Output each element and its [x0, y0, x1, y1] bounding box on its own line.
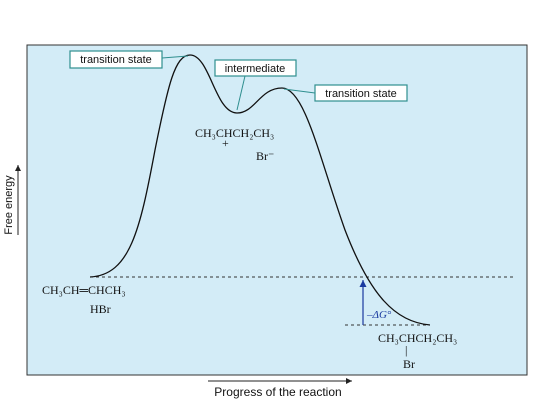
- charge: +: [222, 136, 229, 150]
- product: Br: [403, 357, 415, 371]
- leader: [283, 88, 316, 94]
- energy-curve: [89, 54, 431, 326]
- leader: [236, 75, 246, 111]
- reactant: HBr: [90, 302, 111, 316]
- leader: [161, 55, 189, 59]
- panel: [26, 44, 528, 376]
- callout-box: [314, 84, 408, 102]
- y-axis-label: Free energy: [3, 175, 15, 235]
- reactant: CH₃CH═CHCH₃: [42, 283, 126, 297]
- anion: Br⁻: [256, 149, 274, 163]
- callout-box: [69, 50, 163, 69]
- bond: |: [405, 343, 407, 357]
- callout: transition state: [325, 88, 397, 100]
- callout: intermediate: [225, 63, 286, 75]
- callout: transition state: [80, 54, 152, 66]
- formula: CH₃CHCH₂CH₃: [195, 126, 274, 140]
- delta-g: –ΔG°: [366, 309, 392, 321]
- callout-box: [214, 59, 297, 77]
- product: CH₃CHCH₂CH₃: [378, 331, 457, 345]
- x-axis-label: Progress of the reaction: [214, 385, 341, 399]
